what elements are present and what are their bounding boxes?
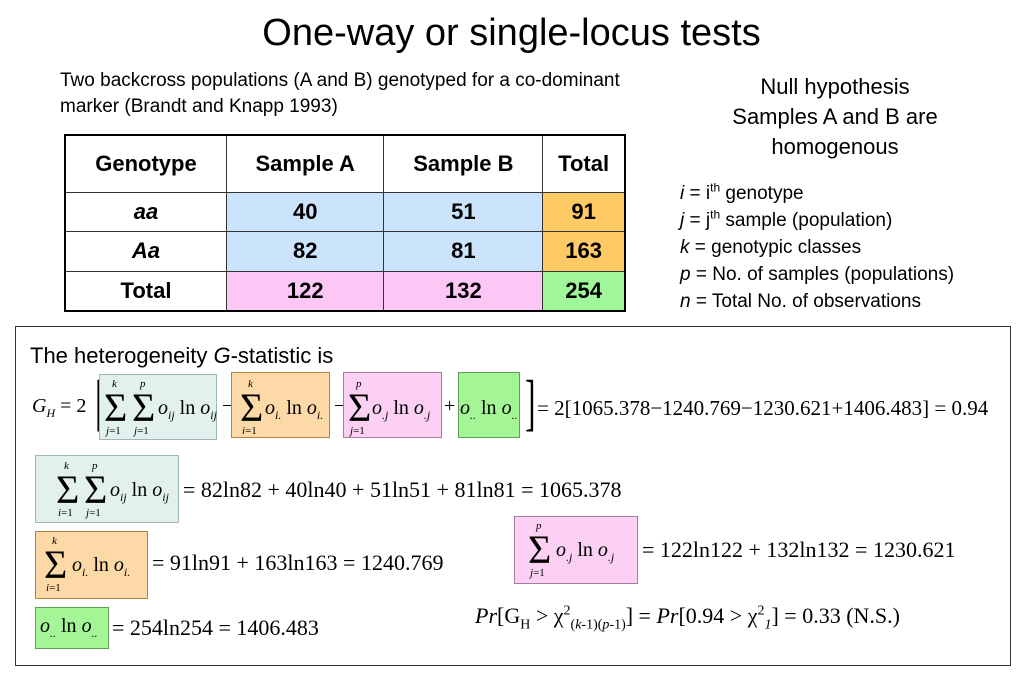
header-total: Total	[542, 134, 626, 193]
sigma-icon: Σ	[240, 385, 264, 430]
table-row: aa 40 51 91	[64, 191, 626, 233]
header-sample-a: Sample A	[225, 134, 385, 193]
genotype-table: Genotype Sample A Sample B Total aa 40 5…	[64, 134, 626, 312]
genotype-cell: Aa	[64, 231, 227, 272]
table-row: Aa 82 81 163	[64, 231, 626, 272]
term-oj-highlight	[343, 372, 442, 438]
equation-oij-rhs: = 82ln82 + 40ln40 + 51ln51 + 81ln81 = 10…	[183, 477, 622, 502]
term-o-highlight	[458, 372, 520, 438]
term-oi-highlight	[231, 372, 330, 438]
row-total-cell: 91	[542, 191, 626, 233]
sigma-icon: Σ	[56, 467, 80, 512]
column-total-cell: 132	[383, 270, 544, 312]
count-cell: 51	[383, 191, 544, 233]
sigma-icon: Σ	[84, 467, 108, 512]
grand-total-cell: 254	[542, 270, 626, 312]
null-hypothesis-line-2: Samples A and B are	[732, 104, 938, 129]
definition-p: p = No. of samples (populations)	[680, 264, 955, 285]
row-total-cell: 163	[542, 231, 626, 272]
count-cell: 81	[383, 231, 544, 272]
null-hypothesis-line-3: homogenous	[771, 134, 899, 159]
variable-definitions: i = ith genotype j = jth sample (populat…	[680, 180, 954, 315]
definition-i: i = ith genotype	[680, 180, 804, 204]
equation-o-rhs: = 254ln254 = 1406.483	[112, 615, 319, 640]
equation-oi-rhs: = 91ln91 + 163ln163 = 1240.769	[152, 550, 444, 575]
total-label-cell: Total	[64, 270, 227, 312]
heterogeneity-label: The heterogeneity G-statistic is	[30, 343, 334, 368]
header-sample-b: Sample B	[383, 134, 544, 193]
sigma-icon: Σ	[104, 385, 128, 430]
column-total-cell: 122	[225, 270, 385, 312]
count-cell: 82	[225, 231, 385, 272]
sigma-icon: Σ	[132, 385, 156, 430]
intro-text: Two backcross populations (A and B) geno…	[60, 70, 620, 117]
right-bracket: ]	[525, 369, 536, 437]
gh-result: = 2[1065.378−1240.769−1230.621+1406.483]…	[537, 396, 989, 420]
definition-k: k = genotypic classes	[680, 237, 862, 258]
table-row: Total 122 132 254	[64, 270, 626, 312]
sigma-icon: Σ	[348, 385, 372, 430]
definition-j: j = jth sample (population)	[680, 207, 893, 231]
heterogeneity-box	[15, 326, 1011, 666]
header-genotype: Genotype	[64, 134, 227, 193]
term-oij-highlight	[99, 374, 217, 440]
table-header-row: Genotype Sample A Sample B Total	[64, 134, 626, 193]
null-hypothesis: Null hypothesis Samples A and B are homo…	[690, 72, 980, 162]
sigma-icon: Σ	[44, 542, 68, 587]
null-hypothesis-line-1: Null hypothesis	[760, 74, 910, 99]
definition-n: n = Total No. of observations	[680, 291, 921, 312]
page-title: One-way or single-locus tests	[262, 12, 761, 54]
count-cell: 40	[225, 191, 385, 233]
genotype-cell: aa	[64, 191, 227, 233]
equation-oj-rhs: = 122ln122 + 132ln132 = 1230.621	[642, 537, 956, 562]
probability-statement: Pr[GH > χ2(k-1)(p-1)] = Pr[0.94 > χ21] =…	[475, 603, 900, 633]
sigma-icon: Σ	[528, 527, 552, 572]
